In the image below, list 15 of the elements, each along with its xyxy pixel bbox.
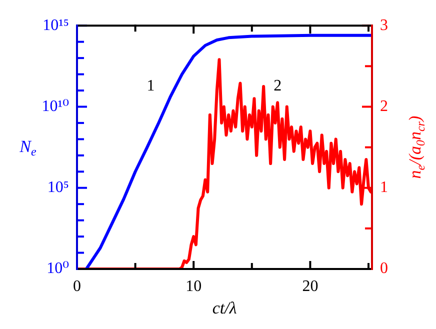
x-tick-label: 20 xyxy=(302,278,318,295)
y2-tick-label: 3 xyxy=(380,16,388,34)
x-tick-label: 0 xyxy=(73,278,81,295)
y2-axis-title: ne/(a0ncr) xyxy=(405,116,428,179)
y2-tick-label: 1 xyxy=(380,179,388,196)
annotation: 2 xyxy=(274,78,282,95)
y-tick-label: 10⁰ xyxy=(46,260,69,278)
y2-tick-label: 0 xyxy=(380,260,388,278)
y-tick-label: 10¹⁵ xyxy=(42,16,69,34)
annotation: 1 xyxy=(146,78,155,95)
y-tick-label: 10⁵ xyxy=(47,179,69,196)
y2-tick-label: 2 xyxy=(380,98,388,115)
x-axis-title: ct/λ xyxy=(212,298,237,318)
y-tick-label: 10¹⁰ xyxy=(42,98,69,115)
x-tick-label: 10 xyxy=(186,278,202,295)
